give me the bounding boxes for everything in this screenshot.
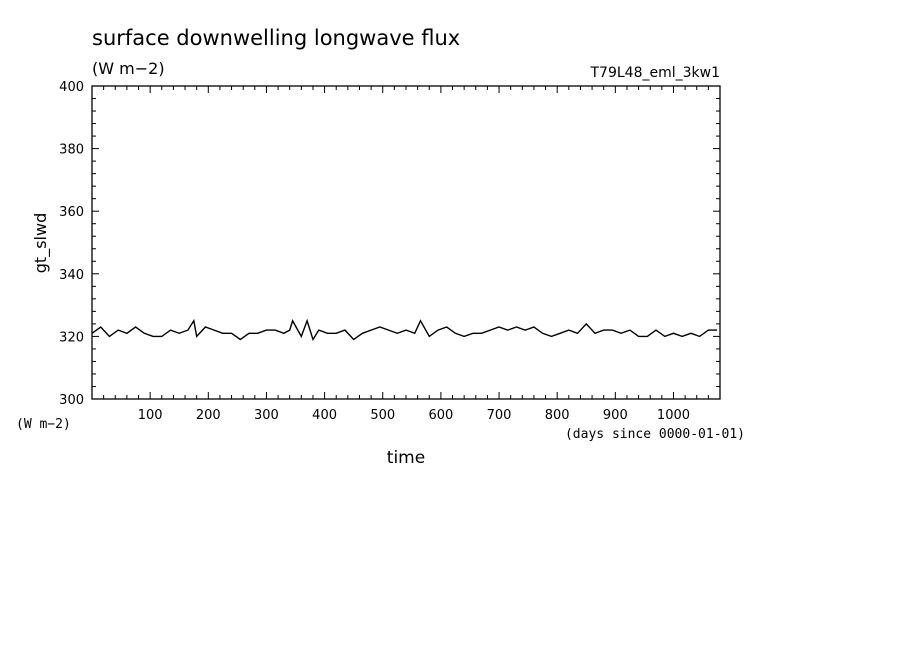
y-tick-label: 340 [59, 268, 84, 283]
y-tick-label: 360 [59, 205, 84, 220]
x-tick-label: 500 [370, 408, 395, 423]
x-tick-label: 600 [428, 408, 453, 423]
x-axis-ticks: 100 200 300 400 500 600 700 800 900 1000 [103, 86, 709, 423]
run-label: T79L48_eml_3kw1 [590, 65, 721, 81]
y-axis-ticks: 300 320 340 360 380 400 [59, 80, 720, 408]
y-tick-label: 320 [59, 330, 84, 345]
chart-title: surface downwelling longwave flux [92, 26, 460, 50]
chart-subtitle: (W m−2) [92, 59, 165, 78]
y-tick-label: 300 [59, 393, 84, 408]
y-tick-label: 400 [59, 80, 84, 95]
x-tick-label: 900 [603, 408, 628, 423]
x-axis-unit: (days since 0000-01-01) [565, 427, 745, 442]
x-tick-label: 200 [196, 408, 221, 423]
y-axis-unit: (W m−2) [16, 417, 71, 432]
x-tick-label: 800 [545, 408, 570, 423]
plot-frame [91, 85, 721, 400]
x-tick-label: 700 [487, 408, 512, 423]
x-tick-label: 1000 [657, 408, 690, 423]
x-tick-label: 300 [254, 408, 279, 423]
x-tick-label: 400 [312, 408, 337, 423]
x-axis-label: time [387, 448, 425, 468]
y-tick-label: 380 [59, 143, 84, 158]
x-tick-label: 100 [138, 408, 163, 423]
y-axis-label: gt_slwd [31, 213, 51, 273]
series-line [91, 318, 718, 342]
